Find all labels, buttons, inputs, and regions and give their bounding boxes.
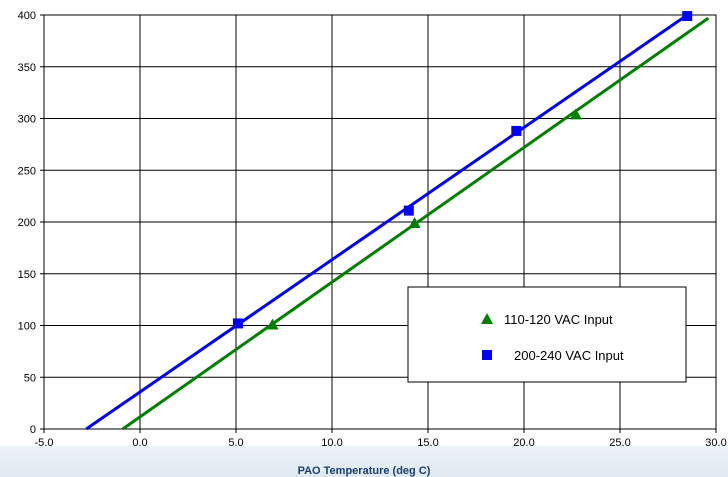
data-point-series-1 <box>408 217 421 229</box>
data-point-series-2 <box>682 11 693 22</box>
y-tick-label: 0 <box>30 424 36 436</box>
data-point-series-2 <box>403 205 414 216</box>
data-points <box>232 11 693 330</box>
y-tick-label: 350 <box>18 62 36 74</box>
y-tick-label: 250 <box>18 165 36 177</box>
y-tick-label: 100 <box>18 321 36 333</box>
y-tick-label: 150 <box>18 269 36 281</box>
data-point-series-1 <box>569 108 582 120</box>
data-point-series-2 <box>511 125 522 136</box>
data-point-series-2 <box>232 318 243 329</box>
legend-label-series-1: 110-120 VAC Input <box>504 312 613 327</box>
legend-label-series-2: 200-240 VAC Input <box>514 348 624 363</box>
y-tick-label: 50 <box>24 372 36 384</box>
legend: 110-120 VAC Input 200-240 VAC Input <box>407 286 687 383</box>
y-tick-label: 300 <box>18 114 36 126</box>
y-tick-label: 400 <box>18 10 36 22</box>
legend-box <box>407 286 687 383</box>
data-point-series-1 <box>266 318 279 330</box>
y-axis-ticks: 0 50 100 150 200 250 300 350 400 <box>18 10 44 436</box>
legend-marker-series-1 <box>481 313 493 324</box>
bottom-band <box>0 446 728 477</box>
y-tick-label: 200 <box>18 217 36 229</box>
trendline-series-2 <box>85 13 689 431</box>
x-axis-label: PAO Temperature (deg C) <box>297 465 431 477</box>
legend-marker-series-2 <box>482 350 492 360</box>
